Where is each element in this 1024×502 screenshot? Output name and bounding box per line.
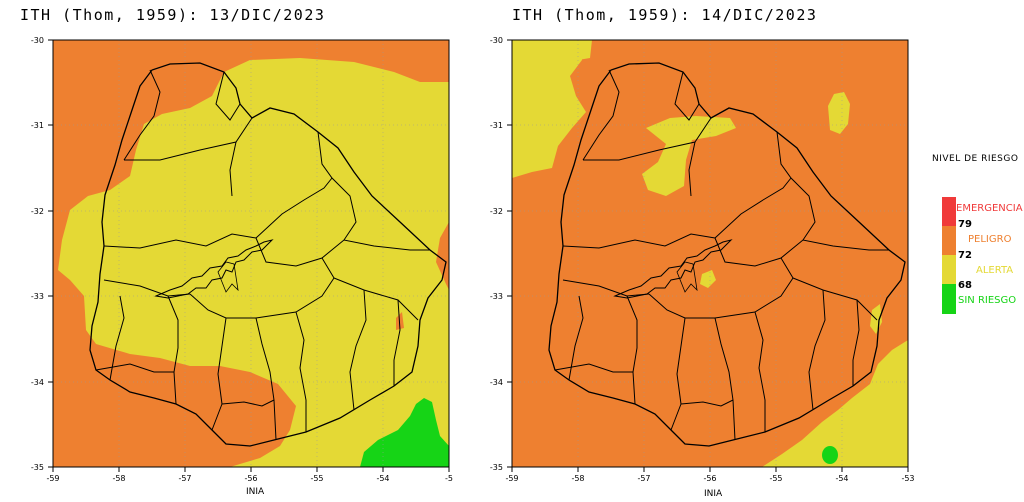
x-tick-label: -59 [505,474,518,483]
y-tick-label: -34 [31,378,44,387]
x-tick-label: -55 [310,474,323,483]
x-tick-label: -54 [376,474,389,483]
x-tick-label: -55 [769,474,782,483]
x-tick-label: -5 [445,474,453,483]
peligro-spot [396,312,404,330]
x-tick-label: -57 [178,474,191,483]
x-tick-label: -57 [637,474,650,483]
alerta-zone-ne [828,92,850,134]
legend-threshold-72: 72 [958,250,972,261]
x-tick-label: -56 [703,474,716,483]
credit-inia: INIA [704,489,723,499]
x-tick-label: -59 [46,474,59,483]
risk-legend: EMERGENCIA 79 PELIGRO 72 ALERTA 68 SIN R… [942,197,1024,317]
y-tick-label: -33 [490,292,503,301]
map-title-13dic: ITH (Thom, 1959): 13/DIC/2023 [20,6,326,24]
legend-threshold-79: 79 [958,219,972,230]
legend-label-peligro: PELIGRO [968,234,1012,245]
x-tick-label: -56 [244,474,257,483]
y-tick-label: -34 [490,378,503,387]
risk-map-13dic: -59 -58 -57 -56 -55 -54 -5 -30 -31 -32 -… [31,36,453,483]
x-tick-label: -58 [571,474,584,483]
y-tick-label: -35 [490,463,503,472]
sin-riesgo-spot [822,446,838,464]
alerta-zone-nw2 [572,40,592,60]
y-tick-label: -30 [490,36,503,45]
legend-swatch-emergencia [942,197,956,226]
map-title-14dic: ITH (Thom, 1959): 14/DIC/2023 [512,6,818,24]
y-tick-label: -32 [490,207,503,216]
y-tick-label: -35 [31,463,44,472]
credit-inia: INIA [246,487,265,497]
risk-map-14dic: -59 -58 -57 -56 -55 -54 -53 -30 -31 -32 … [490,36,915,483]
peligro-zone-west [53,40,449,467]
legend-label-alerta: ALERTA [976,265,1014,276]
x-tick-label: -53 [901,474,914,483]
y-tick-label: -31 [31,121,44,130]
peligro-zone-east [436,222,449,290]
alerta-zone-nw [512,40,586,178]
legend-threshold-68: 68 [958,280,972,291]
legend-label-emergencia: EMERGENCIA [956,203,1023,214]
legend-swatch-alerta [942,255,956,284]
legend-swatch-peligro [942,226,956,255]
y-tick-label: -32 [31,207,44,216]
alerta-spot-center [700,270,716,288]
map-panel-13dic: -59 -58 -57 -56 -55 -54 -5 -30 -31 -32 -… [0,0,470,490]
y-tick-label: -31 [490,121,503,130]
sin-riesgo-zone [360,398,449,467]
x-tick-label: -54 [835,474,848,483]
y-tick-label: -30 [31,36,44,45]
legend-title: NIVEL DE RIESGO [932,154,1019,164]
legend-label-sin-riesgo: SIN RIESGO [958,295,1017,306]
alerta-zone-north [642,116,736,196]
map-panel-14dic: -59 -58 -57 -56 -55 -54 -53 -30 -31 -32 … [462,0,922,490]
legend-swatch-sin-riesgo [942,284,956,314]
alerta-zone-se [762,340,908,467]
x-tick-label: -58 [112,474,125,483]
y-tick-label: -33 [31,292,44,301]
